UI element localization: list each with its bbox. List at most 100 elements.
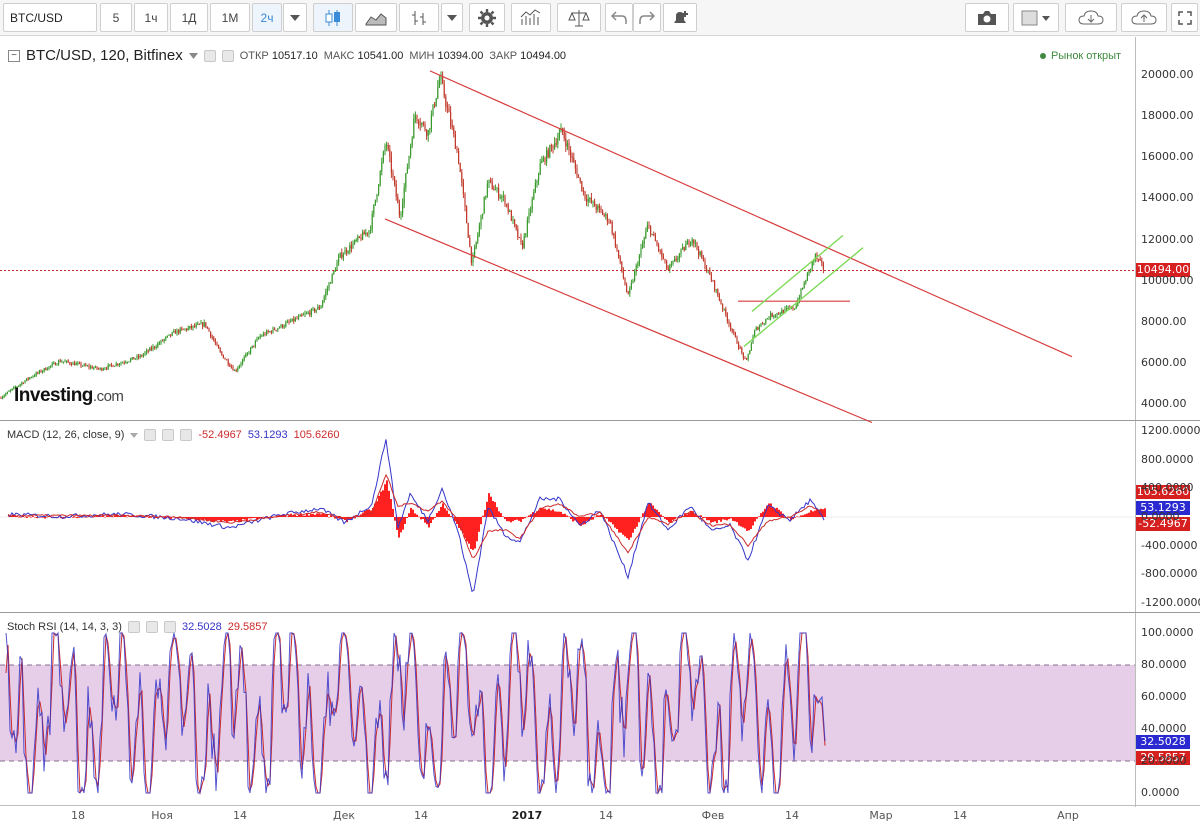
candle-body bbox=[822, 262, 824, 270]
candle-body bbox=[58, 360, 60, 365]
alert-button[interactable] bbox=[663, 3, 697, 32]
candle-body bbox=[338, 257, 340, 263]
macd-histogram-bar bbox=[86, 517, 88, 518]
macd-histogram-bar bbox=[148, 517, 150, 518]
macd-histogram-bar bbox=[786, 517, 788, 518]
macd-histogram-bar bbox=[26, 517, 28, 518]
indicators-button[interactable] bbox=[511, 3, 551, 32]
chevron-down-icon[interactable] bbox=[130, 432, 139, 438]
cloud-upload-button[interactable] bbox=[1121, 3, 1167, 32]
macd-histogram-bar bbox=[466, 517, 468, 542]
interval-1h[interactable]: 1ч bbox=[134, 3, 168, 32]
macd-histogram-bar bbox=[278, 515, 280, 517]
macd-histogram-bar bbox=[478, 517, 480, 532]
candle-body bbox=[218, 344, 220, 349]
candle-body bbox=[438, 79, 440, 88]
macd-histogram-bar bbox=[476, 517, 478, 542]
stoch-k-badge: 32.5028 bbox=[1136, 735, 1190, 749]
chevron-down-icon[interactable] bbox=[188, 52, 198, 59]
candle-body bbox=[22, 382, 24, 384]
symbol-input[interactable]: BTC/USD bbox=[3, 3, 97, 32]
macd-title[interactable]: MACD (12, 26, close, 9) bbox=[7, 429, 125, 441]
macd-histogram-bar bbox=[750, 517, 752, 529]
undo-button[interactable] bbox=[605, 3, 633, 32]
macd-histogram-bar bbox=[352, 517, 354, 519]
fullscreen-button[interactable] bbox=[1171, 3, 1198, 32]
settings-icon[interactable] bbox=[145, 621, 158, 633]
macd-histogram-bar bbox=[106, 515, 108, 517]
settings-button[interactable] bbox=[469, 3, 505, 32]
macd-histogram-bar bbox=[290, 513, 292, 517]
macd-histogram-bar bbox=[324, 514, 326, 517]
macd-histogram-bar bbox=[630, 517, 632, 538]
style-dropdown[interactable] bbox=[441, 3, 463, 32]
candle-body bbox=[339, 252, 341, 258]
macd-histogram-bar bbox=[552, 509, 554, 517]
macd-histogram-bar bbox=[768, 503, 770, 517]
channel-trendline bbox=[429, 70, 1073, 358]
candle-body bbox=[411, 138, 413, 146]
channel-trendline bbox=[384, 218, 873, 424]
macd-histogram-bar bbox=[46, 517, 48, 518]
candles-style-button[interactable] bbox=[313, 3, 353, 32]
interval-2h[interactable]: 2ч bbox=[252, 3, 282, 32]
macd-histogram-bar bbox=[342, 517, 344, 519]
price-axis-divider bbox=[1135, 37, 1136, 807]
snapshot-button[interactable] bbox=[965, 3, 1009, 32]
cloud-download-button[interactable] bbox=[1065, 3, 1117, 32]
macd-histogram-bar bbox=[80, 516, 82, 517]
interval-1d[interactable]: 1Д bbox=[170, 3, 208, 32]
redo-button[interactable] bbox=[633, 3, 661, 32]
visibility-icon[interactable] bbox=[144, 429, 157, 441]
compare-button[interactable] bbox=[557, 3, 601, 32]
area-style-button[interactable] bbox=[355, 3, 397, 32]
macd-histogram-bar bbox=[358, 516, 360, 517]
candle-body bbox=[376, 194, 378, 200]
close-icon[interactable] bbox=[163, 621, 176, 633]
candle-body bbox=[51, 363, 53, 366]
macd-histogram-bar bbox=[602, 515, 604, 517]
cloud-download-icon bbox=[1078, 9, 1104, 24]
pane-divider-1[interactable] bbox=[0, 420, 1200, 421]
candle-body bbox=[755, 327, 757, 331]
stoch-title[interactable]: Stoch RSI (14, 14, 3, 3) bbox=[7, 621, 122, 633]
layout-button[interactable] bbox=[1013, 3, 1059, 32]
candle-body bbox=[758, 326, 760, 330]
macd-histogram-bar bbox=[748, 517, 750, 531]
investing-logo: Investing.com bbox=[14, 385, 124, 406]
candle-body bbox=[291, 318, 293, 322]
candle-body bbox=[326, 288, 328, 292]
main-series-title[interactable]: BTC/USD, 120, Bitfinex bbox=[26, 47, 183, 64]
macd-histogram-bar bbox=[170, 517, 172, 519]
time-axis-label: Мар bbox=[869, 809, 893, 822]
macd-histogram-bar bbox=[302, 515, 304, 517]
stoch-d-line bbox=[5, 631, 826, 795]
candle-body bbox=[448, 107, 450, 113]
candle-body bbox=[210, 331, 212, 337]
visibility-icon[interactable] bbox=[203, 49, 216, 62]
stoch-value-k: 32.5028 bbox=[181, 621, 222, 633]
pane-divider-2[interactable] bbox=[0, 612, 1200, 613]
interval-1m[interactable]: 1М bbox=[210, 3, 250, 32]
settings-icon[interactable] bbox=[221, 49, 234, 62]
candle-body bbox=[198, 323, 200, 325]
candle-body bbox=[446, 106, 448, 108]
candle-body bbox=[34, 375, 36, 377]
collapse-pane-button[interactable]: − bbox=[8, 50, 20, 62]
macd-histogram-bar bbox=[126, 516, 128, 518]
macd-histogram-bar bbox=[168, 517, 170, 519]
macd-histogram-bar bbox=[276, 515, 278, 517]
interval-dropdown[interactable] bbox=[283, 3, 307, 32]
candle-body bbox=[232, 367, 234, 371]
macd-histogram-bar bbox=[50, 516, 52, 517]
candle-body bbox=[645, 231, 647, 239]
visibility-icon[interactable] bbox=[127, 621, 140, 633]
settings-icon[interactable] bbox=[162, 429, 175, 441]
candle-body bbox=[155, 346, 157, 348]
close-icon[interactable] bbox=[180, 429, 193, 441]
interval-5[interactable]: 5 bbox=[100, 3, 132, 32]
macd-axis-tick: -1200.0000 bbox=[1141, 596, 1200, 609]
bars-style-button[interactable] bbox=[399, 3, 439, 32]
macd-histogram-bar bbox=[214, 517, 216, 522]
